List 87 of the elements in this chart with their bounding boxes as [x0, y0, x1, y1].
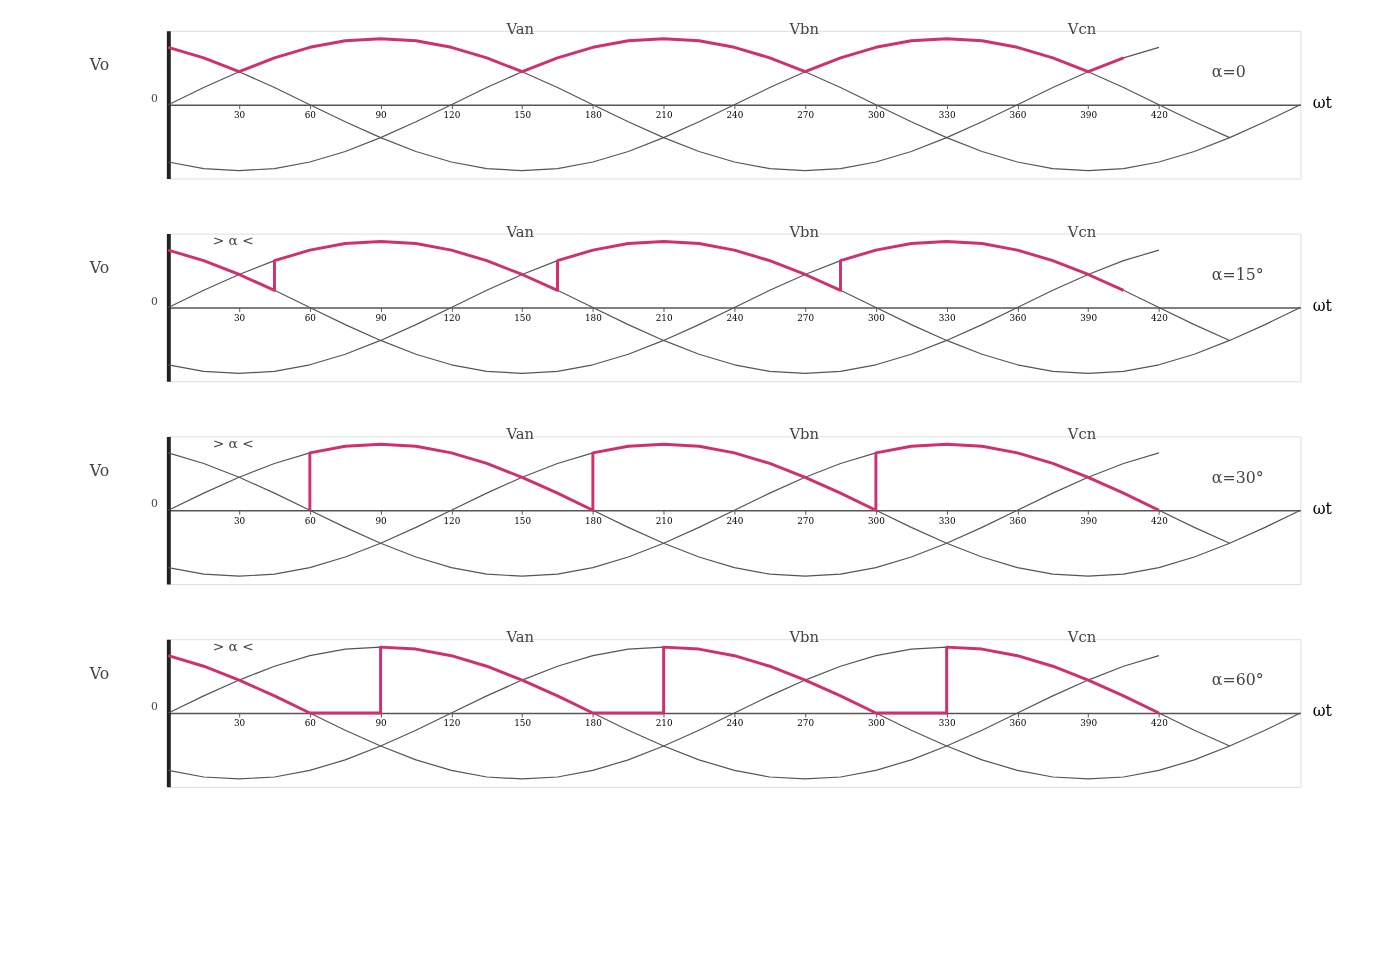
x-tick-label: 30	[233, 109, 246, 120]
x-tick-label: 390	[1080, 109, 1098, 120]
annotation: α=0	[1211, 62, 1246, 82]
annotation: α=60°	[1211, 670, 1264, 690]
x-tick-label: 120	[443, 312, 461, 323]
x-tick-label: 270	[797, 515, 815, 526]
y-axis-title: Vo	[88, 663, 110, 683]
text: Van	[505, 19, 535, 37]
x-tick-label: 390	[1080, 312, 1098, 323]
text: Vbn	[788, 628, 820, 646]
x-tick-label: 150	[514, 109, 532, 120]
x-tick-label: 60	[304, 109, 317, 120]
x-tick-label: 150	[514, 312, 532, 323]
text: Van	[505, 222, 535, 240]
x-tick-label: 120	[443, 515, 461, 526]
x-tick-label: 270	[797, 718, 815, 729]
x-tick-label: 60	[304, 515, 317, 526]
annotation: > α <	[212, 638, 254, 655]
x-axis-title: ωt	[1312, 498, 1333, 518]
x-tick-label: 420	[1150, 109, 1169, 120]
text: Van	[505, 425, 535, 443]
text: Vbn	[788, 425, 820, 443]
x-tick-label: 240	[726, 312, 744, 323]
x-tick-label: 330	[938, 109, 956, 120]
x-tick-label: 390	[1080, 515, 1098, 526]
text: Vcn	[1066, 222, 1097, 240]
x-tick-label: 360	[1009, 312, 1027, 323]
x-tick-label: 180	[584, 312, 603, 323]
x-tick-label: 180	[584, 109, 603, 120]
text: 0	[151, 497, 159, 511]
x-tick-label: 360	[1009, 109, 1027, 120]
x-tick-label: 210	[655, 109, 673, 120]
text: Vbn	[788, 222, 820, 240]
x-tick-label: 120	[443, 718, 461, 729]
x-tick-label: 390	[1080, 718, 1098, 729]
text: Vcn	[1066, 19, 1097, 37]
text: 0	[151, 700, 159, 714]
y-axis-title: Vo	[88, 55, 110, 75]
x-tick-label: 90	[375, 515, 388, 526]
x-tick-label: 360	[1009, 718, 1027, 729]
text: 0	[151, 294, 159, 308]
text: Vcn	[1066, 628, 1097, 646]
x-axis-title: ωt	[1312, 701, 1333, 721]
x-tick-label: 360	[1009, 515, 1027, 526]
x-tick-label: 150	[514, 515, 532, 526]
x-tick-label: 420	[1150, 515, 1169, 526]
x-tick-label: 330	[938, 312, 956, 323]
x-axis-title: ωt	[1312, 93, 1333, 113]
x-tick-label: 270	[797, 109, 815, 120]
x-tick-label: 30	[233, 515, 246, 526]
y-axis-title: Vo	[88, 258, 110, 277]
annotation: α=15°	[1211, 264, 1264, 284]
x-tick-label: 30	[233, 718, 246, 729]
x-tick-label: 90	[375, 312, 388, 323]
x-tick-label: 210	[655, 718, 673, 729]
x-tick-label: 210	[655, 515, 673, 526]
x-tick-label: 330	[938, 718, 956, 729]
x-axis-title: ωt	[1312, 295, 1333, 315]
x-tick-label: 300	[867, 312, 886, 323]
x-tick-label: 240	[726, 515, 744, 526]
x-tick-label: 420	[1150, 718, 1169, 729]
x-tick-label: 90	[375, 718, 388, 729]
y-axis-title: Vo	[88, 460, 110, 480]
x-tick-label: 240	[726, 109, 744, 120]
text: Vcn	[1066, 425, 1097, 443]
x-tick-label: 420	[1150, 312, 1169, 323]
x-tick-label: 150	[514, 718, 532, 729]
text: 0	[151, 91, 159, 105]
x-tick-label: 180	[584, 515, 603, 526]
x-tick-label: 180	[584, 718, 603, 729]
annotation: α=30°	[1211, 467, 1264, 487]
x-tick-label: 300	[867, 515, 886, 526]
annotation: > α <	[212, 435, 254, 452]
x-tick-label: 300	[867, 718, 886, 729]
text: Van	[505, 628, 535, 646]
annotation: > α <	[212, 232, 254, 249]
x-tick-label: 60	[304, 718, 317, 729]
text: Vbn	[788, 19, 820, 37]
x-tick-label: 210	[655, 312, 673, 323]
x-tick-label: 90	[375, 109, 388, 120]
x-tick-label: 330	[938, 515, 956, 526]
x-tick-label: 270	[797, 312, 815, 323]
x-tick-label: 240	[726, 718, 744, 729]
x-tick-label: 30	[233, 312, 246, 323]
x-tick-label: 300	[867, 109, 886, 120]
x-tick-label: 120	[443, 109, 461, 120]
x-tick-label: 60	[304, 312, 317, 323]
